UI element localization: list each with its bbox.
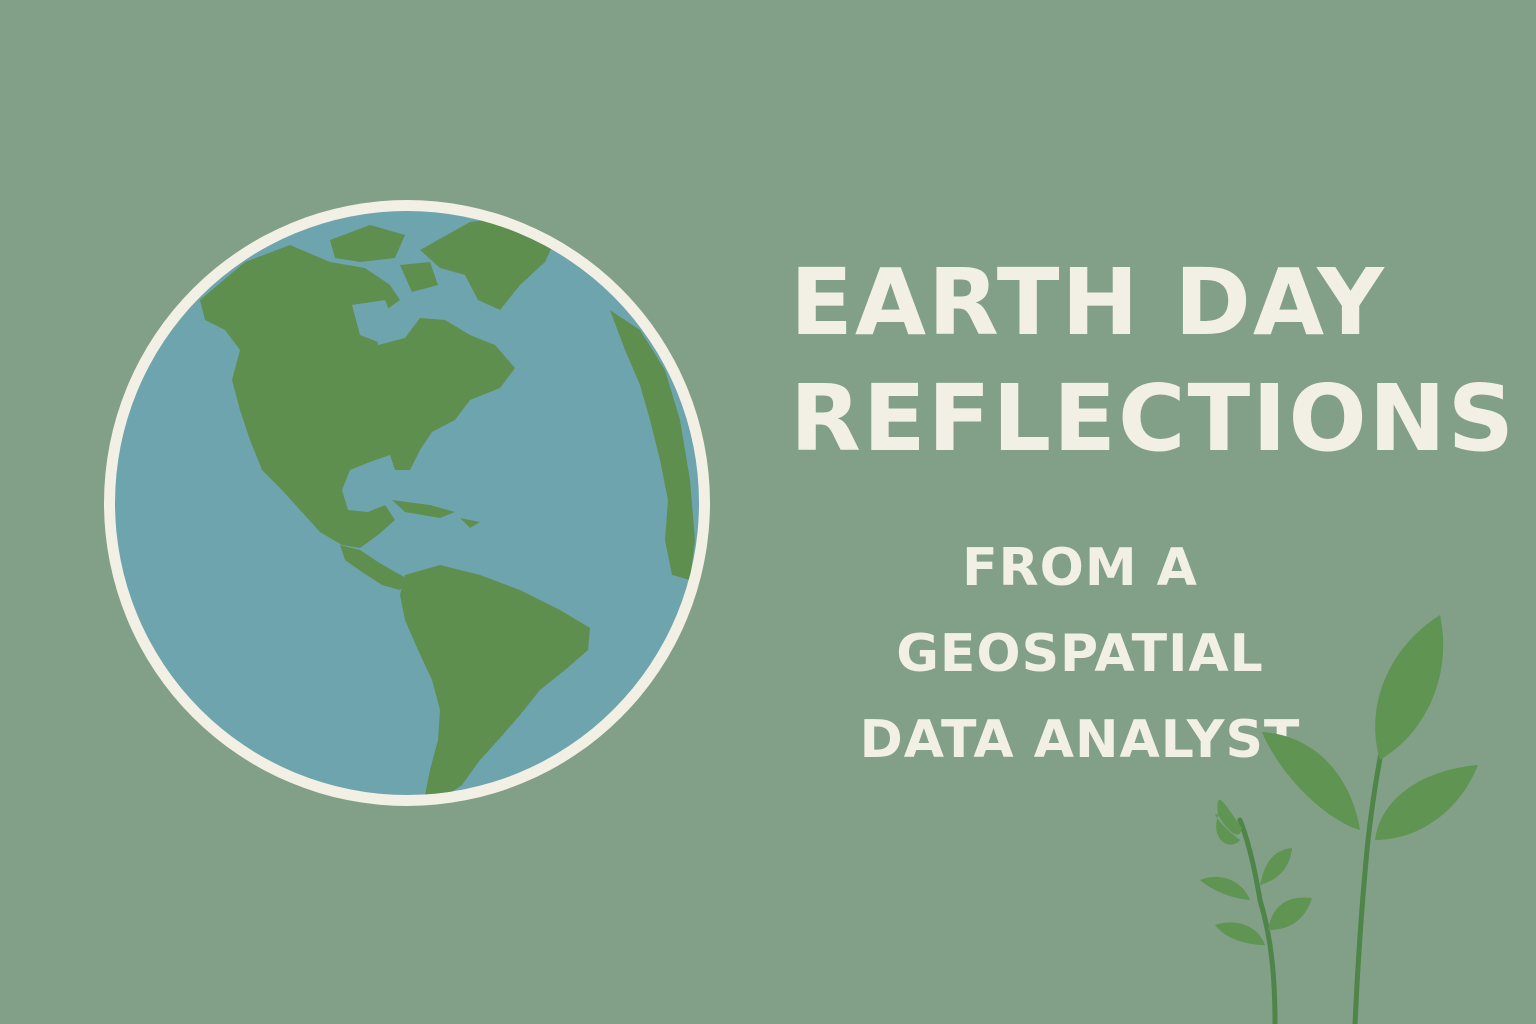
caribbean-islands-shape — [392, 500, 455, 518]
central-america-shape — [340, 545, 410, 590]
north-america-shape — [200, 245, 515, 548]
leaf-short-right-2 — [1268, 897, 1312, 930]
subtitle-line-2: DATA ANALYST — [859, 710, 1301, 770]
subtitle-block: FROM A GEOSPATIAL DATA ANALYST — [770, 525, 1390, 783]
caribbean-island-small-shape — [460, 518, 480, 528]
arctic-islands-shape — [330, 225, 405, 262]
arctic-island-small-shape — [400, 262, 438, 292]
leaf-top — [1375, 615, 1444, 760]
subtitle-line-1: FROM A GEOSPATIAL — [896, 538, 1264, 684]
hudson-bay-shape — [352, 300, 395, 342]
title-line-1: EARTH DAY — [790, 249, 1386, 356]
leaf-left-large — [1262, 732, 1360, 830]
europe-africa-edge-shape — [610, 310, 695, 580]
greenland-shape — [420, 215, 560, 310]
leaf-short-left-2 — [1215, 922, 1265, 945]
south-america-shape — [400, 565, 590, 795]
leaf-right-large — [1375, 765, 1478, 840]
leaf-short-top — [1217, 799, 1242, 835]
short-stem — [1237, 817, 1278, 1024]
leaf-short-right-1 — [1260, 848, 1292, 885]
leaf-short-top-left — [1215, 814, 1240, 845]
title-block: EARTH DAY REFLECTIONS — [770, 245, 1516, 477]
sprout-icon — [1200, 615, 1478, 1024]
title-line-2: REFLECTIONS — [790, 365, 1516, 472]
leaf-short-left — [1200, 876, 1250, 900]
